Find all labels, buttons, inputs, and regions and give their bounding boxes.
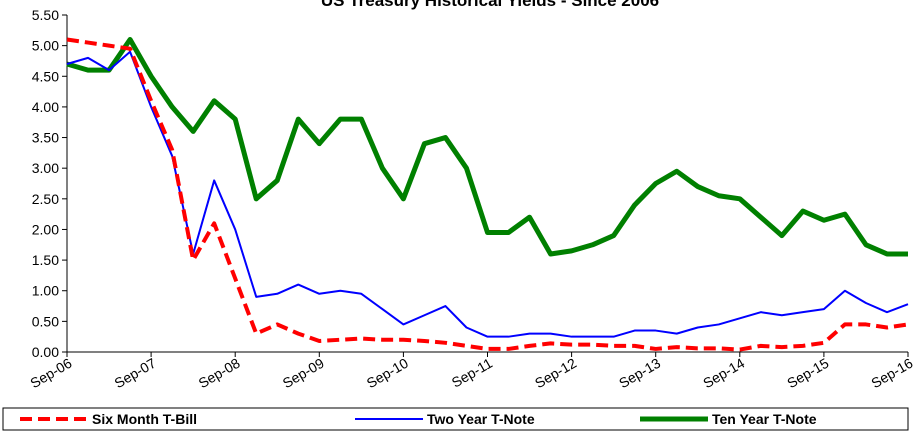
series-line	[66, 50, 909, 338]
x-tick-label: Sep-06	[27, 355, 74, 392]
y-tick-label: 5.50	[32, 7, 59, 23]
x-tick-label: Sep-07	[111, 355, 158, 392]
y-tick-label: 3.50	[32, 130, 59, 146]
y-tick-label: 4.50	[32, 68, 59, 84]
series-line	[66, 37, 908, 257]
x-tick-label: Sep-12	[532, 355, 579, 392]
x-tick-label: Sep-13	[616, 355, 663, 392]
y-tick-label: 0.50	[32, 313, 59, 329]
legend-label: Two Year T-Note	[427, 411, 535, 427]
y-tick-label: 5.00	[32, 38, 59, 54]
series-line	[66, 37, 909, 352]
legend-box	[2, 407, 909, 431]
legend-label: Six Month T-Bill	[92, 411, 197, 427]
x-tick-label: Sep-09	[280, 355, 327, 392]
x-tick-label: Sep-08	[196, 355, 243, 392]
y-tick-label: 3.00	[32, 160, 59, 176]
chart-title: US Treasury Historical Yields - Since 20…	[321, 0, 659, 10]
x-tick-label: Sep-14	[700, 355, 747, 392]
x-tick-label: Sep-16	[868, 355, 913, 392]
x-tick-label: Sep-11	[449, 355, 495, 391]
y-tick-label: 0.00	[32, 344, 59, 360]
y-tick-label: 1.00	[32, 283, 59, 299]
y-tick-label: 1.50	[32, 252, 59, 268]
legend-label: Ten Year T-Note	[712, 411, 817, 427]
y-tick-label: 4.00	[32, 99, 59, 115]
y-tick-label: 2.50	[32, 191, 59, 207]
x-tick-label: Sep-10	[364, 355, 411, 392]
y-tick-label: 2.00	[32, 221, 59, 237]
x-tick-label: Sep-15	[784, 355, 831, 392]
